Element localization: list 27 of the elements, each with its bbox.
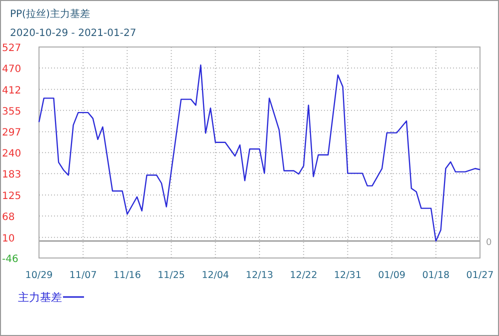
y-tick-label: 412 — [2, 85, 22, 96]
legend-label: 主力基差 — [18, 291, 62, 304]
x-tick-label: 01/27 — [466, 270, 494, 281]
x-tick-label: 12/31 — [334, 270, 362, 281]
x-tick-label: 11/25 — [158, 270, 185, 281]
y-tick-label: 68 — [2, 212, 15, 224]
y-tick-label: 297 — [2, 128, 22, 139]
x-tick-label: 01/18 — [422, 270, 450, 281]
x-tick-label: 12/22 — [290, 270, 318, 281]
y-tick-label: 527 — [2, 43, 22, 54]
ref-line-label: 0 — [486, 238, 492, 248]
y-tick-label: 10 — [2, 233, 15, 244]
line-series — [38, 64, 481, 242]
chart-title: PP(拉丝)主力基差 — [10, 8, 90, 20]
x-tick-label: 12/13 — [246, 270, 274, 281]
y-tick-label: 355 — [2, 106, 22, 118]
y-tick-label: 470 — [2, 64, 22, 75]
y-tick-label: 183 — [2, 170, 22, 181]
y-tick-label: -46 — [2, 254, 18, 265]
x-tick-label: 11/07 — [69, 270, 97, 281]
y-tick-label: 125 — [2, 191, 22, 202]
chart-subtitle: 2020-10-29 - 2021-01-27 — [10, 28, 136, 39]
x-tick-label: 11/16 — [114, 270, 141, 281]
x-tick-label: 12/04 — [202, 270, 230, 281]
y-tick-label: 240 — [2, 148, 22, 160]
x-tick-label: 10/29 — [25, 270, 53, 281]
x-tick-label: 01/09 — [378, 270, 406, 281]
